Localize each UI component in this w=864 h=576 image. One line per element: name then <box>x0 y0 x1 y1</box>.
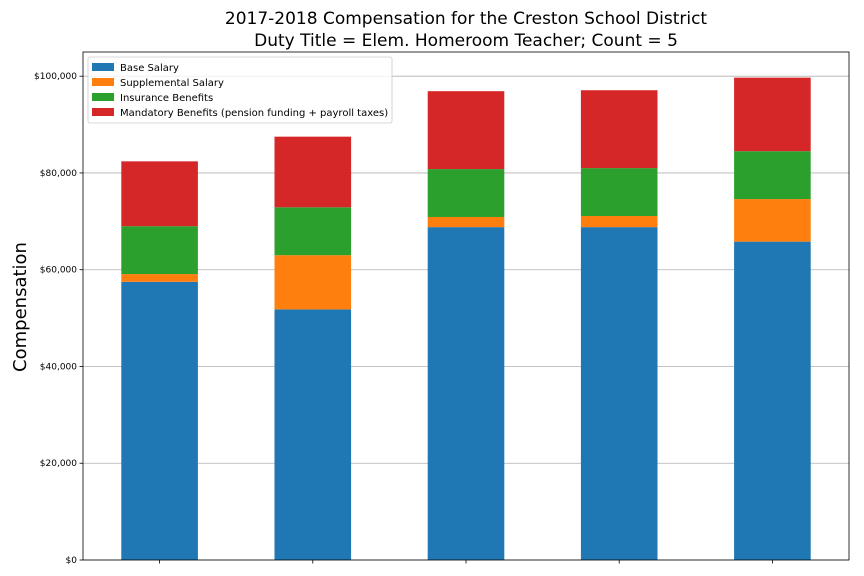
bar-segment-insurance <box>427 169 505 217</box>
bar-segment-base <box>580 227 658 561</box>
plot-frame <box>82 51 850 561</box>
bar-segment-base <box>734 241 811 561</box>
legend-swatch <box>92 93 114 101</box>
bar-segment-insurance <box>274 207 352 256</box>
bar-segment-mandatory <box>734 77 811 152</box>
y-tick-label: $80,000 <box>40 169 77 179</box>
bar-segment-supplemental <box>427 216 505 228</box>
legend-box <box>87 56 393 124</box>
bars <box>121 77 811 561</box>
legend-label: Base Salary <box>120 63 179 74</box>
bar-segment-insurance <box>121 226 198 275</box>
bar-segment-supplemental <box>580 216 658 228</box>
bar-segment-base <box>427 227 505 561</box>
bar-segment-supplemental <box>734 199 811 242</box>
bar-segment-insurance <box>580 168 658 217</box>
chart-title-line-2: Duty Title = Elem. Homeroom Teacher; Cou… <box>254 31 678 51</box>
legend-swatch <box>92 108 114 116</box>
bar-segment-supplemental <box>274 255 352 310</box>
legend-label: Supplemental Salary <box>120 78 224 89</box>
y-axis-label: Compensation <box>10 242 31 372</box>
bar-segment-mandatory <box>580 90 658 169</box>
y-tick-label: $40,000 <box>40 362 77 372</box>
y-tick-label: $0 <box>66 556 78 566</box>
bar-segment-base <box>274 309 352 560</box>
y-tick-label: $100,000 <box>34 72 77 82</box>
chart-title-line-1: 2017-2018 Compensation for the Creston S… <box>225 9 708 29</box>
bar-segment-insurance <box>734 151 811 200</box>
legend-swatch <box>92 63 114 71</box>
legend-label: Insurance Benefits <box>120 93 213 104</box>
y-tick-label: $20,000 <box>40 459 77 469</box>
y-tick-label: $60,000 <box>40 266 77 276</box>
bar-segment-mandatory <box>274 136 352 208</box>
bar-segment-mandatory <box>427 91 505 170</box>
bar-segment-supplemental <box>121 274 198 282</box>
axes: $0 $20,000 $40,000 $60,000 $80,000 $100,000 <box>34 51 850 566</box>
bar-segment-base <box>121 281 198 560</box>
legend: Base Salary Supplemental Salary Insurance … <box>87 56 393 124</box>
bar-segment-mandatory <box>121 161 198 227</box>
legend-label: Mandatory Benefits (pension funding + pa… <box>120 108 388 119</box>
legend-swatch <box>92 78 114 86</box>
